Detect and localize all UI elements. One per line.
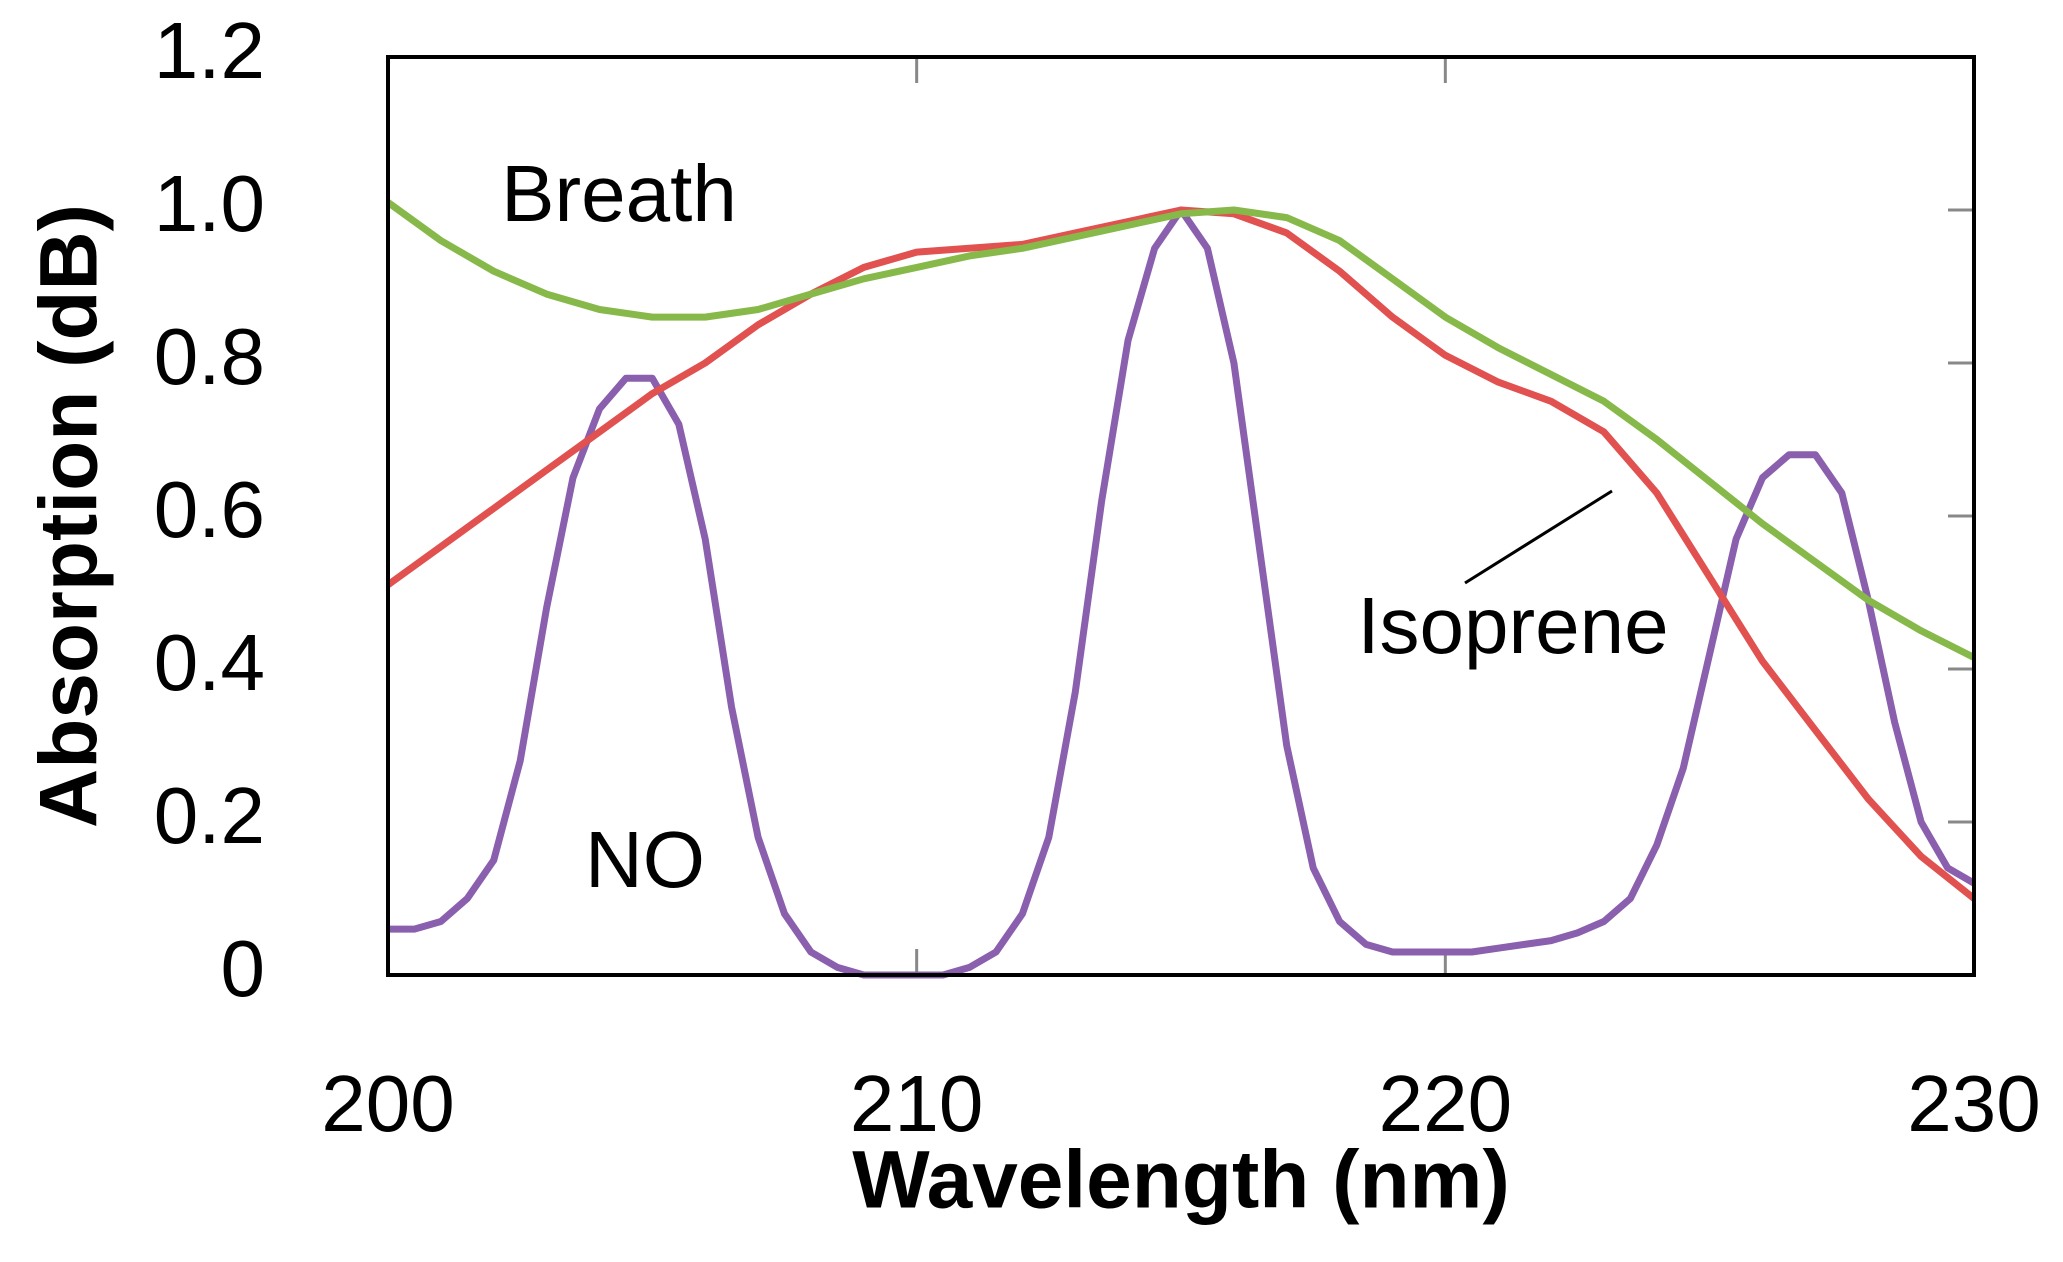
y-tick-label: 1.2 (154, 6, 265, 95)
y-tick-label: 0.8 (154, 312, 265, 401)
annotation: Breath (501, 149, 737, 238)
annotation: NO (585, 815, 705, 904)
y-tick-label: 0 (221, 924, 266, 1013)
y-tick-label: 0.2 (154, 771, 265, 860)
y-tick-label: 1.0 (154, 159, 265, 248)
y-tick-label: 0.6 (154, 465, 265, 554)
series-line (385, 199, 1976, 661)
x-axis-title: Wavelength (nm) (852, 1135, 1510, 1226)
y-tick-label: 0.4 (154, 618, 265, 707)
x-tick-label: 220 (1379, 1059, 1512, 1148)
annotation-pointer (1464, 489, 1613, 585)
annotation: Isoprene (1357, 581, 1668, 670)
series-line (385, 206, 1977, 902)
x-tick-label: 210 (850, 1059, 983, 1148)
y-axis-title: Absorption (dB) (24, 204, 115, 828)
x-tick-label: 200 (321, 1059, 454, 1148)
plot-frame (386, 55, 1976, 977)
x-tick-label: 230 (1907, 1059, 2040, 1148)
